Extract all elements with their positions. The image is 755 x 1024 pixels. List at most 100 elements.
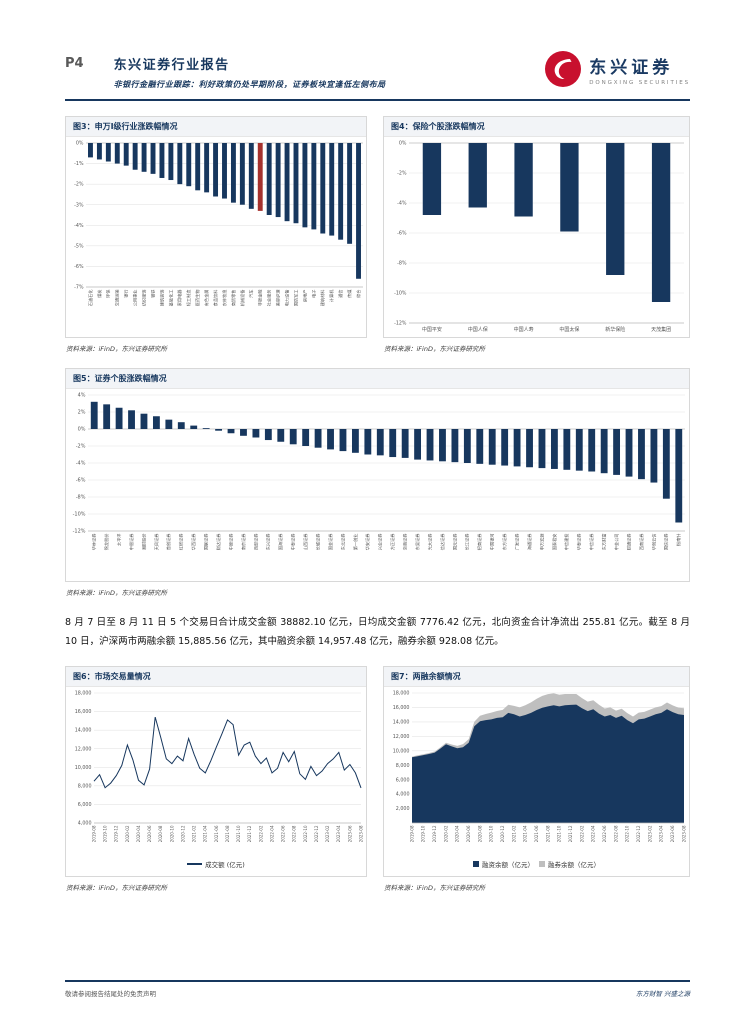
svg-text:2023-06: 2023-06 <box>670 825 675 842</box>
svg-text:交通运输: 交通运输 <box>114 289 121 307</box>
figure-6: 图6：市场交易量情况 4,000 6,000 8,000 10,000 12,000 14… <box>65 666 367 892</box>
page-number: P4 <box>65 56 84 71</box>
svg-text:16,000: 16,000 <box>75 709 92 715</box>
page-footer: 敬请参阅报告结尾处的免责声明 东方财智 兴盛之源 <box>65 980 690 998</box>
svg-text:2022-06: 2022-06 <box>602 825 607 842</box>
svg-text:中信证券: 中信证券 <box>588 533 595 551</box>
fig4-box: 图4：保险个股涨跌幅情况 0% -2% -4% -6% -8% -10% -12% 中国平安 中… <box>383 116 690 338</box>
svg-text:2019-12: 2019-12 <box>432 825 437 842</box>
svg-text:华林证券: 华林证券 <box>91 533 98 551</box>
svg-text:2019-10: 2019-10 <box>421 825 426 842</box>
svg-text:18,000: 18,000 <box>75 691 92 697</box>
svg-text:2020-06: 2020-06 <box>147 825 152 842</box>
svg-text:财达证券: 财达证券 <box>215 533 222 551</box>
svg-text:基础化工: 基础化工 <box>167 290 174 307</box>
svg-text:2022-04: 2022-04 <box>591 825 596 842</box>
svg-text:中国人保: 中国人保 <box>468 326 488 333</box>
svg-text:中国银河: 中国银河 <box>489 533 496 551</box>
svg-text:2023-02: 2023-02 <box>647 825 652 842</box>
report-title: 东兴证券行业报告 <box>113 58 230 73</box>
svg-text:中原证券: 中原证券 <box>227 533 234 551</box>
svg-text:14,000: 14,000 <box>75 728 92 734</box>
svg-text:浙商证券: 浙商证券 <box>402 533 409 551</box>
svg-text:2021-04: 2021-04 <box>523 825 528 842</box>
svg-text:海通证券: 海通证券 <box>526 533 533 551</box>
svg-text:商贸零售: 商贸零售 <box>230 290 237 307</box>
svg-text:红塔证券: 红塔证券 <box>178 533 185 551</box>
svg-text:-6%: -6% <box>74 264 84 270</box>
svg-text:-8%: -8% <box>397 261 407 267</box>
svg-text:2022-04: 2022-04 <box>269 825 274 842</box>
fig5-bar-chart: 4% 2% 0% -2% -4% -6% -8% -10% -12% 华林证券 锦龙股份 太平洋 中银证… <box>73 393 685 551</box>
svg-text:光大证券: 光大证券 <box>426 533 433 551</box>
svg-text:2020-04: 2020-04 <box>136 825 141 842</box>
fig7-area-chart: 2,000 4,000 6,000 8,000 10,000 12,000 14,000 16… <box>393 691 687 843</box>
svg-text:2021-06: 2021-06 <box>214 825 219 842</box>
fig6-title: 图6：市场交易量情况 <box>66 667 366 688</box>
svg-text:-12%: -12% <box>73 529 86 535</box>
svg-text:2022-08: 2022-08 <box>613 825 618 842</box>
svg-text:-4%: -4% <box>74 223 84 229</box>
svg-text:4%: 4% <box>78 393 86 399</box>
svg-text:天风证券: 天风证券 <box>153 533 160 551</box>
svg-text:银行: 银行 <box>123 290 130 298</box>
svg-text:国防军工: 国防军工 <box>292 290 299 307</box>
svg-text:-4%: -4% <box>76 461 86 467</box>
brand-logo-icon <box>545 51 582 87</box>
svg-text:华安证券: 华安证券 <box>364 533 371 551</box>
svg-text:信达证券: 信达证券 <box>439 533 446 551</box>
fig5-source-note: 资料来源：iFinD，东兴证券研究所 <box>66 589 167 597</box>
svg-text:国金证券: 国金证券 <box>327 533 334 551</box>
fig3-box: 图3：申万Ⅰ级行业涨跌幅情况 0% -1% -2% -3% -4% -5% -6% -7% 石油… <box>65 116 367 338</box>
svg-text:有色金属: 有色金属 <box>203 290 210 307</box>
svg-text:华泰证券: 华泰证券 <box>576 533 583 551</box>
svg-text:房地产: 房地产 <box>301 290 308 303</box>
fig7-title: 图7：两融余额情况 <box>384 667 689 688</box>
navy-square-swatch-icon <box>473 861 479 868</box>
svg-text:纺织服饰: 纺织服饰 <box>141 290 148 307</box>
fig7-legend-label-margin: 融资余额（亿元） <box>482 861 534 870</box>
page-header: P4 东兴证券行业报告 非银行金融行业跟踪：利好政策仍处早期阶段，证券板块宜逢低… <box>65 50 690 90</box>
svg-text:10,000: 10,000 <box>393 748 410 754</box>
svg-text:财通证券: 财通证券 <box>625 533 632 551</box>
svg-text:东兴证券: 东兴证券 <box>265 533 272 551</box>
svg-text:-12%: -12% <box>394 321 407 327</box>
fig7-legend: 融资余额（亿元） 融券余额（亿元） <box>384 857 689 877</box>
svg-text:18,000: 18,000 <box>393 691 410 697</box>
fig4-source-note: 资料来源：iFinD，东兴证券研究所 <box>384 345 485 353</box>
svg-text:山西证券: 山西证券 <box>302 533 309 551</box>
svg-text:-2%: -2% <box>76 444 86 450</box>
svg-text:环保: 环保 <box>105 289 112 298</box>
svg-text:2019-10: 2019-10 <box>103 825 108 842</box>
svg-text:建筑材料: 建筑材料 <box>319 289 326 307</box>
svg-text:电子: 电子 <box>310 290 316 298</box>
svg-text:招商证券: 招商证券 <box>476 533 483 551</box>
svg-text:国联证券: 国联证券 <box>203 533 210 551</box>
svg-text:2021-02: 2021-02 <box>192 825 197 842</box>
svg-text:钢铁: 钢铁 <box>149 289 156 298</box>
svg-text:国泰君安: 国泰君安 <box>551 534 558 551</box>
svg-text:西部证券: 西部证券 <box>252 533 259 551</box>
fig7-source-note: 资料来源：iFinD，东兴证券研究所 <box>384 884 485 893</box>
svg-text:2020-10: 2020-10 <box>489 825 494 842</box>
svg-text:2020-08: 2020-08 <box>158 825 163 842</box>
fig6-box: 图6：市场交易量情况 4,000 6,000 8,000 10,000 12,000 14… <box>65 666 367 878</box>
svg-text:西南证券: 西南证券 <box>638 533 645 551</box>
fig6-legend: 成交额 (亿元) <box>66 857 366 877</box>
svg-text:0%: 0% <box>78 427 86 433</box>
footer-slogan: 东方财智 兴盛之源 <box>635 990 690 998</box>
svg-text:12,000: 12,000 <box>393 734 410 740</box>
svg-text:公用事业: 公用事业 <box>132 290 139 307</box>
svg-text:2021-12: 2021-12 <box>247 825 252 842</box>
fig4-title: 图4：保险个股涨跌幅情况 <box>384 117 689 137</box>
report-subtitle: 非银行金融行业跟踪：利好政策仍处早期阶段，证券板块宜逢低左侧布局 <box>113 80 386 89</box>
svg-text:传媒: 传媒 <box>346 289 353 298</box>
svg-text:中国太保: 中国太保 <box>559 326 579 333</box>
svg-text:8,000: 8,000 <box>396 763 410 769</box>
svg-text:长城证券: 长城证券 <box>315 533 322 551</box>
svg-text:轻工制造: 轻工制造 <box>185 289 192 307</box>
svg-text:6,000: 6,000 <box>78 802 92 808</box>
svg-text:中泰证券: 中泰证券 <box>290 533 297 551</box>
body-paragraph: 8 月 7 日至 8 月 11 日 5 个交易日合计成交金额 38882.10 … <box>65 617 690 647</box>
fig6-line-chart: 4,000 6,000 8,000 10,000 12,000 14,000 16,000 1… <box>75 691 364 843</box>
